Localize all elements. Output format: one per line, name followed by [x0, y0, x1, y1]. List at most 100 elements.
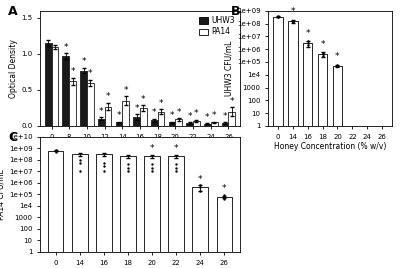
- Point: [274, 14, 281, 19]
- Point: [125, 162, 131, 166]
- Point: [274, 15, 281, 19]
- Point: [76, 161, 83, 165]
- Point: [290, 20, 296, 24]
- Text: *: *: [188, 112, 192, 121]
- Text: *: *: [88, 69, 92, 79]
- Point: [290, 19, 296, 23]
- Text: *: *: [212, 111, 216, 120]
- Text: *: *: [222, 184, 226, 193]
- Bar: [96, 154, 112, 268]
- Bar: [151, 120, 158, 126]
- Text: *: *: [320, 40, 325, 49]
- Point: [197, 189, 204, 193]
- Bar: [222, 123, 228, 126]
- Bar: [48, 151, 64, 268]
- Text: *: *: [205, 113, 210, 122]
- Point: [76, 158, 83, 162]
- Bar: [193, 121, 200, 126]
- Text: B: B: [231, 5, 240, 18]
- Bar: [52, 47, 58, 126]
- Bar: [122, 101, 129, 126]
- Point: [304, 41, 311, 45]
- Text: *: *: [81, 57, 86, 66]
- Bar: [62, 56, 69, 126]
- Bar: [204, 124, 211, 126]
- Text: *: *: [290, 7, 295, 16]
- Bar: [105, 106, 111, 126]
- Text: *: *: [152, 108, 156, 117]
- Bar: [192, 187, 208, 268]
- Point: [334, 64, 341, 68]
- Bar: [72, 154, 88, 268]
- Point: [221, 193, 228, 198]
- Y-axis label: PA14 CFU/mL: PA14 CFU/mL: [0, 169, 6, 220]
- Point: [319, 54, 326, 58]
- Bar: [273, 17, 282, 268]
- Bar: [186, 123, 193, 126]
- Point: [173, 162, 179, 166]
- Text: A: A: [8, 5, 18, 18]
- Point: [304, 39, 311, 44]
- Bar: [120, 156, 136, 268]
- Point: [76, 169, 83, 173]
- Point: [101, 161, 107, 165]
- Y-axis label: UHW3 CFU/mL: UHW3 CFU/mL: [225, 41, 234, 96]
- Point: [221, 197, 228, 201]
- Bar: [228, 111, 235, 126]
- Bar: [140, 108, 147, 126]
- Bar: [288, 21, 298, 268]
- Text: *: *: [194, 109, 199, 118]
- Bar: [80, 70, 87, 126]
- Point: [173, 166, 179, 170]
- Text: *: *: [70, 67, 75, 76]
- Point: [52, 149, 59, 153]
- Bar: [133, 117, 140, 126]
- Bar: [303, 43, 312, 268]
- Text: *: *: [99, 107, 104, 116]
- Bar: [144, 156, 160, 268]
- Bar: [216, 197, 232, 268]
- Point: [149, 166, 155, 170]
- Bar: [98, 119, 105, 126]
- Text: *: *: [305, 29, 310, 38]
- Bar: [158, 111, 164, 126]
- Text: *: *: [335, 52, 340, 61]
- Bar: [87, 83, 94, 126]
- Text: *: *: [176, 108, 181, 117]
- Bar: [333, 66, 342, 268]
- Text: *: *: [64, 43, 68, 52]
- Point: [149, 169, 155, 173]
- Text: *: *: [174, 144, 178, 153]
- Point: [221, 195, 228, 199]
- Text: *: *: [134, 104, 139, 113]
- X-axis label: Honey Concentration (% w/v): Honey Concentration (% w/v): [84, 142, 196, 151]
- Point: [319, 51, 326, 55]
- Point: [173, 169, 179, 173]
- Point: [52, 148, 59, 152]
- Text: *: *: [124, 86, 128, 95]
- Point: [197, 183, 204, 188]
- Text: C: C: [8, 131, 17, 144]
- Point: [197, 185, 204, 189]
- Point: [101, 169, 107, 173]
- Legend: UHW3, PA14: UHW3, PA14: [197, 14, 236, 38]
- Text: *: *: [198, 175, 202, 184]
- Text: *: *: [223, 112, 227, 121]
- Text: *: *: [159, 99, 163, 108]
- Bar: [45, 43, 52, 126]
- Point: [274, 14, 281, 18]
- Point: [290, 20, 296, 24]
- Bar: [116, 122, 122, 126]
- Bar: [69, 81, 76, 126]
- Text: *: *: [170, 111, 174, 120]
- Point: [334, 63, 341, 68]
- Text: *: *: [141, 95, 146, 104]
- Bar: [211, 122, 218, 126]
- Bar: [175, 120, 182, 126]
- Text: *: *: [117, 111, 121, 120]
- Bar: [318, 54, 327, 268]
- Point: [101, 163, 107, 168]
- Point: [149, 162, 155, 166]
- Bar: [168, 156, 184, 268]
- Point: [334, 64, 341, 69]
